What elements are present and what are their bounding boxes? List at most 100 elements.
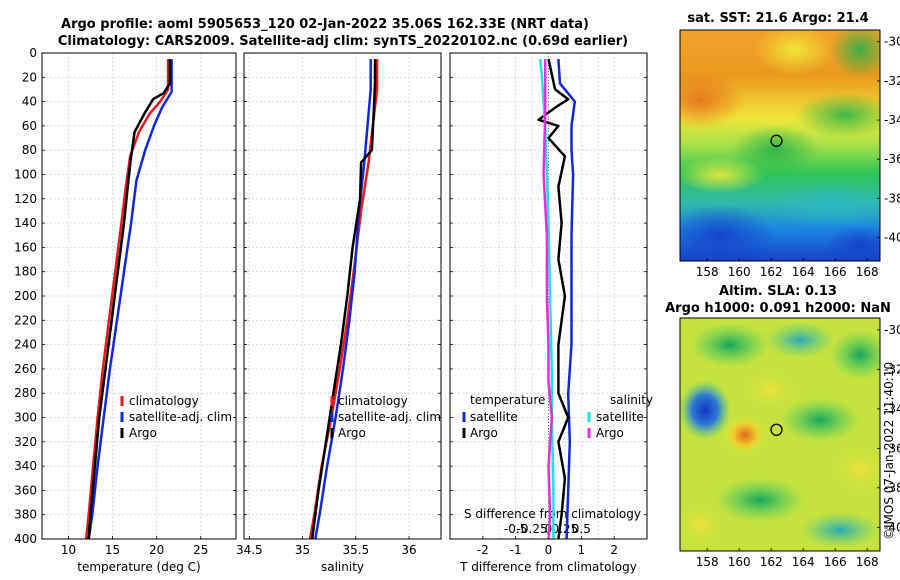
map-y-tick-label: -32 bbox=[884, 362, 900, 376]
x-axis-label: temperature (deg C) bbox=[77, 560, 200, 574]
map-x-tick-label: 164 bbox=[792, 265, 815, 279]
legend-label-argo: Argo bbox=[338, 426, 366, 440]
map-x-tick-label: 158 bbox=[696, 265, 719, 279]
map-y-tick-label: -36 bbox=[884, 152, 900, 166]
x-tick-label: 15 bbox=[105, 543, 120, 557]
map-y-tick-label: -32 bbox=[884, 74, 900, 88]
y-tick-label: 400 bbox=[14, 532, 37, 546]
series-line-argo bbox=[87, 59, 172, 540]
map-y-tick-label: -38 bbox=[884, 481, 900, 495]
x-tick-label: 0 bbox=[545, 543, 553, 557]
legend-label-climatology: climatology bbox=[338, 394, 408, 408]
series-line-satellite-adj-clim bbox=[314, 59, 372, 540]
map-x-tick-label: 160 bbox=[728, 555, 751, 569]
series-line-t-argo bbox=[537, 58, 570, 540]
x-tick-label: 35.5 bbox=[342, 543, 369, 557]
x-tick-label: 2 bbox=[610, 543, 618, 557]
map-y-tick-label: -30 bbox=[884, 35, 900, 49]
legend-label-t-satellite: satellite bbox=[470, 410, 518, 424]
map-x-tick-label: 166 bbox=[824, 265, 847, 279]
series-line-t-satellite bbox=[557, 59, 577, 540]
y-tick-label: 40 bbox=[22, 95, 37, 109]
legend-label-argo: Argo bbox=[129, 426, 157, 440]
legend-label-satellite: satellite-adj. clim bbox=[129, 410, 232, 424]
series-line-climatology bbox=[84, 59, 170, 540]
y-tick-label: 240 bbox=[14, 338, 37, 352]
map-y-tick-label: -38 bbox=[884, 191, 900, 205]
y-tick-label: 140 bbox=[14, 216, 37, 230]
y-tick-label: 220 bbox=[14, 313, 37, 327]
plot-frame bbox=[449, 52, 648, 540]
title-line-1: Argo profile: aoml 5905653_120 02-Jan-20… bbox=[61, 17, 589, 32]
x-tick-label: 25 bbox=[193, 543, 208, 557]
sla-map-title-1: Altim. SLA: 0.13 bbox=[719, 284, 837, 299]
x-tick-label: 34.5 bbox=[236, 543, 263, 557]
map-x-tick-label: 158 bbox=[696, 555, 719, 569]
x-axis-label: salinity bbox=[321, 560, 364, 574]
y-tick-label: 0 bbox=[29, 46, 37, 60]
sst-map-title: sat. SST: 21.6 Argo: 21.4 bbox=[687, 11, 868, 26]
map-y-tick-label: -30 bbox=[884, 323, 900, 337]
series-line-argo bbox=[310, 59, 377, 540]
y-tick-label: 60 bbox=[22, 119, 37, 133]
y-tick-label: 360 bbox=[14, 483, 37, 497]
y-tick-label: 20 bbox=[22, 70, 37, 84]
y-tick-label: 160 bbox=[14, 240, 37, 254]
y-tick-label: 260 bbox=[14, 362, 37, 376]
map-x-tick-label: 162 bbox=[760, 555, 783, 569]
sla-heatmap bbox=[680, 318, 880, 551]
series-line-s-satellite bbox=[539, 58, 555, 539]
difference-panel: -2 -1 0 1 2-0.5-0.250 0.250.5S difference fro… bbox=[449, 52, 648, 574]
sst-axes: 158 160 162 164 166 168 -30 -32 -34 -36 -38 -40 bbox=[696, 35, 900, 279]
sla-map-title-2: Argo h1000: 0.091 h2000: NaN bbox=[665, 301, 891, 316]
x-tick-label: 1 bbox=[578, 543, 586, 557]
salinity-legend: climatology satellite-adj. clim Argo bbox=[330, 394, 441, 440]
legend-label-s-argo: Argo bbox=[596, 426, 624, 440]
temperature-legend: climatology satellite-adj. clim Argo bbox=[120, 394, 232, 440]
plot-frame bbox=[243, 52, 442, 540]
series-line-satellite-adj-clim bbox=[87, 59, 173, 540]
x-tick-label: -1 bbox=[510, 543, 522, 557]
legend-label-s-satellite: satellite bbox=[596, 410, 644, 424]
map-y-tick-label: -34 bbox=[884, 113, 900, 127]
sst-heatmap bbox=[680, 30, 880, 261]
map-x-tick-label: 160 bbox=[728, 265, 751, 279]
y-tick-label: 280 bbox=[14, 386, 37, 400]
y-tick-label: 80 bbox=[22, 143, 37, 157]
sla-map: Altim. SLA: 0.13 Argo h1000: 0.091 h2000… bbox=[665, 284, 900, 569]
y-tick-label: 180 bbox=[14, 265, 37, 279]
sst-map: sat. SST: 21.6 Argo: 21.4 158 160 162 164 16… bbox=[679, 11, 900, 279]
x-tick-label: 35 bbox=[295, 543, 310, 557]
y-tick-label: 300 bbox=[14, 411, 37, 425]
legend-label-t-argo: Argo bbox=[470, 426, 498, 440]
y-tick-label: 320 bbox=[14, 435, 37, 449]
y-tick-label: 380 bbox=[14, 508, 37, 522]
x-tick-label: 10 bbox=[61, 543, 76, 557]
title-line-2: Climatology: CARS2009. Satellite-adj cli… bbox=[58, 34, 628, 49]
y-tick-label: 200 bbox=[14, 289, 37, 303]
y-tick-label: 100 bbox=[14, 168, 37, 182]
map-y-tick-label: -34 bbox=[884, 402, 900, 416]
map-x-tick-label: 168 bbox=[856, 265, 879, 279]
series-line-s-argo bbox=[542, 59, 554, 540]
x-tick-label: -2 bbox=[477, 543, 489, 557]
legend-label-satellite: satellite-adj. clim bbox=[338, 410, 441, 424]
map-x-tick-label: 168 bbox=[856, 555, 879, 569]
argo-location-marker bbox=[770, 423, 783, 436]
x-tick-label: 20 bbox=[149, 543, 164, 557]
argo-location-marker bbox=[770, 134, 783, 147]
map-y-tick-label: -40 bbox=[884, 231, 900, 245]
y-tick-label: 120 bbox=[14, 192, 37, 206]
sla-axes: 158 160 162 164 166 168 -30 -32 -34 -36 -38 -40 bbox=[696, 323, 900, 569]
map-y-tick-label: -40 bbox=[884, 520, 900, 534]
map-x-tick-label: 166 bbox=[824, 555, 847, 569]
y-tick-label: 340 bbox=[14, 459, 37, 473]
x-axis-label: T difference from climatology bbox=[459, 560, 637, 574]
map-x-tick-label: 162 bbox=[760, 265, 783, 279]
s-tick-label: -0.5 bbox=[504, 522, 527, 536]
legend-label-climatology: climatology bbox=[129, 394, 199, 408]
x-tick-label: 36 bbox=[401, 543, 416, 557]
legend-title-temperature: temperature bbox=[470, 393, 545, 407]
s-tick-label: 0.5 bbox=[572, 522, 591, 536]
difference-legend: temperature salinity satellite Argo sate… bbox=[462, 393, 653, 440]
